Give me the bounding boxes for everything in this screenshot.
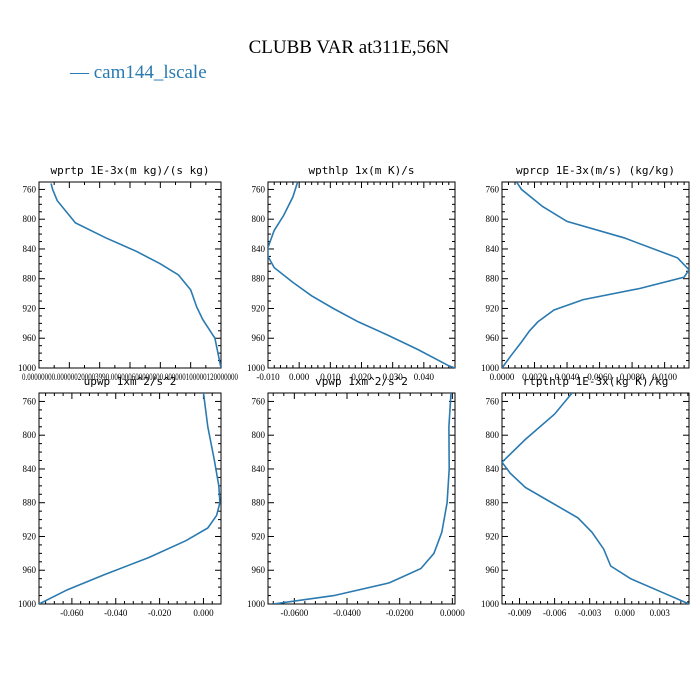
panel-6: rtpthlp 1E-3x(kg K)/kg 760 800 840 880 920 960… <box>481 375 690 618</box>
x-tick-label: -0.0600 <box>280 608 308 618</box>
x-tick-label: 0.040 <box>414 372 435 382</box>
y-tick-label: 760 <box>23 396 37 406</box>
x-tick-label: 0.0020 <box>522 372 547 382</box>
x-tick-label: 0.0060 <box>587 372 612 382</box>
panel-title: wprtp 1E-3x(m kg)/(s kg) <box>51 164 210 177</box>
panel-title: rtpthlp 1E-3x(kg K)/kg <box>523 375 669 388</box>
x-tick-label: -0.060 <box>60 608 84 618</box>
panel-frame <box>38 181 222 369</box>
y-tick-label: 800 <box>23 430 37 440</box>
y-tick-label: 880 <box>23 498 37 508</box>
y-tick-label: 1000 <box>18 599 37 609</box>
y-tick-label: 760 <box>252 184 266 194</box>
panel-frame <box>38 392 222 605</box>
x-tick-label: 0.0000 <box>490 372 515 382</box>
y-tick-label: 760 <box>486 184 500 194</box>
x-tick-label: 0.010 <box>320 372 341 382</box>
y-tick-label: 760 <box>486 396 500 406</box>
series-line <box>502 393 689 604</box>
x-tick-label: 0.00000000.000000200003990.0000006000008… <box>22 372 238 382</box>
y-tick-label: 840 <box>486 244 500 254</box>
x-tick-label: 0.0040 <box>555 372 580 382</box>
y-tick-label: 1000 <box>18 363 37 373</box>
panel-4: upwp 1xm^2/s^2 760 800 840 880 920 960 1000 -0.0… <box>18 375 222 618</box>
y-tick-label: 760 <box>23 184 37 194</box>
panel-frame <box>501 392 690 605</box>
y-tick-label: 880 <box>252 498 266 508</box>
panel-3: wprcp 1E-3x(m/s) (kg/kg) 760 800 840 880 920 9… <box>481 164 690 382</box>
x-tick-label: -0.0400 <box>333 608 361 618</box>
x-tick-label: -0.010 <box>256 372 280 382</box>
y-tick-label: 800 <box>252 214 266 224</box>
chart-title: CLUBB VAR at311E,56N <box>249 37 450 58</box>
y-tick-label: 840 <box>486 464 500 474</box>
y-tick-label: 800 <box>23 214 37 224</box>
series-line <box>39 393 221 604</box>
y-tick-label: 920 <box>23 303 37 313</box>
y-tick-label: 800 <box>252 430 266 440</box>
panel-title: wprcp 1E-3x(m/s) (kg/kg) <box>516 164 675 177</box>
y-tick-label: 920 <box>486 531 500 541</box>
y-tick-label: 880 <box>252 274 266 284</box>
y-tick-label: 880 <box>486 498 500 508</box>
y-tick-label: 840 <box>23 464 37 474</box>
y-tick-label: 960 <box>486 333 500 343</box>
x-tick-label: 0.000 <box>193 608 214 618</box>
series-line <box>268 182 455 368</box>
y-tick-label: 920 <box>23 531 37 541</box>
y-tick-label: 840 <box>252 464 266 474</box>
y-tick-label: 920 <box>252 531 266 541</box>
x-tick-label: 0.030 <box>383 372 404 382</box>
y-tick-label: 800 <box>486 430 500 440</box>
y-tick-label: 960 <box>252 565 266 575</box>
panel-title: wpthlp 1x(m K)/s <box>309 164 415 177</box>
y-tick-label: 1000 <box>481 599 500 609</box>
y-tick-label: 920 <box>486 303 500 313</box>
x-tick-label: 0.003 <box>650 608 671 618</box>
x-tick-label: -0.003 <box>578 608 602 618</box>
y-tick-label: 880 <box>486 274 500 284</box>
series-line <box>273 393 452 604</box>
x-tick-label: 0.0000 <box>440 608 465 618</box>
x-tick-label: 0.000 <box>615 608 636 618</box>
panel-frame <box>267 181 456 369</box>
y-tick-label: 920 <box>252 303 266 313</box>
panel-title: upwp 1xm^2/s^2 <box>84 375 177 388</box>
y-tick-label: 800 <box>486 214 500 224</box>
panel-frame <box>267 392 456 605</box>
panel-frame <box>501 181 690 369</box>
legend-entry: — cam144_lscale <box>69 62 207 83</box>
panel-2: wpthlp 1x(m K)/s 760 800 840 880 920 960 1000-0… <box>247 164 456 382</box>
y-tick-label: 960 <box>252 333 266 343</box>
y-tick-label: 960 <box>23 565 37 575</box>
y-tick-label: 1000 <box>247 363 266 373</box>
y-tick-label: 960 <box>23 333 37 343</box>
panel-title: vpwp 1xm^2/s^2 <box>315 375 408 388</box>
y-tick-label: 880 <box>23 274 37 284</box>
panel-5: vpwp 1xm^2/s^2 760 800 840 880 920 960 1000 -0.0… <box>247 375 465 618</box>
series-line <box>50 183 221 368</box>
panels-group: wprtp 1E-3x(m kg)/(s kg) 760 800 840 880 920 9… <box>18 164 690 618</box>
series-line <box>502 182 689 368</box>
y-tick-label: 840 <box>252 244 266 254</box>
y-tick-label: 1000 <box>481 363 500 373</box>
x-tick-label: -0.040 <box>104 608 128 618</box>
x-tick-label: -0.0200 <box>386 608 414 618</box>
x-tick-label: -0.009 <box>508 608 532 618</box>
y-tick-label: 760 <box>252 396 266 406</box>
y-tick-label: 840 <box>23 244 37 254</box>
y-tick-label: 960 <box>486 565 500 575</box>
x-tick-label: 0.0100 <box>652 372 677 382</box>
x-tick-label: 0.020 <box>351 372 372 382</box>
x-tick-label: -0.020 <box>148 608 172 618</box>
x-tick-label: -0.006 <box>543 608 567 618</box>
panel-1: wprtp 1E-3x(m kg)/(s kg) 760 800 840 880 920 9… <box>18 164 238 382</box>
x-tick-label: 0.0080 <box>620 372 645 382</box>
x-tick-label: 0.000 <box>289 372 310 382</box>
y-tick-label: 1000 <box>247 599 266 609</box>
